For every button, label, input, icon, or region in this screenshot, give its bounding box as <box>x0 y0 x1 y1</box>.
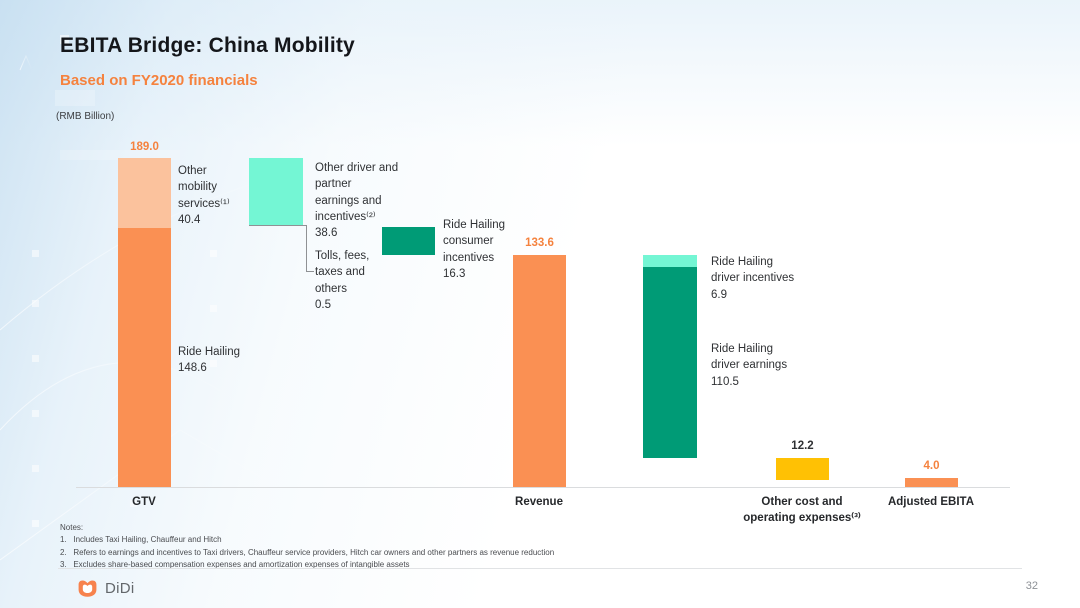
bar-gtv-other-mobility <box>118 158 171 228</box>
bar-consumer-incentives <box>382 227 435 255</box>
bar-revenue <box>513 255 566 487</box>
tolls-leader-hook <box>306 271 314 272</box>
footer-divider <box>58 568 1022 569</box>
note-1: 1. Includes Taxi Hailing, Chauffeur and … <box>60 535 222 545</box>
axis-label-adjusted-ebita: Adjusted EBITA <box>887 496 975 508</box>
background-chart-watermark <box>0 20 301 600</box>
brand-logo: DiDi <box>76 577 135 600</box>
tolls-leader-vertical <box>306 225 307 272</box>
revenue-value-label: 133.6 <box>525 237 554 249</box>
bar-adjusted-ebita <box>905 478 958 487</box>
label-consumer-incentives: Ride Hailing consumer incentives 16.3 <box>443 219 506 280</box>
opex-value-label: 12.2 <box>791 440 814 452</box>
page-subtitle: Based on FY2020 financials <box>60 72 258 89</box>
bar-driver-partner-earnings <box>249 158 303 225</box>
notes-heading: Notes: <box>60 523 84 532</box>
page-title: EBITA Bridge: China Mobility <box>60 34 355 57</box>
bar-gtv-ride-hailing <box>118 228 171 487</box>
bar-driver-incentives <box>643 255 697 267</box>
label-driver-incentives: Ride Hailing driver incentives 6.9 <box>711 256 795 301</box>
label-driver-partner-earnings: Other driver and partner earnings and in… <box>315 162 399 240</box>
axis-label-revenue: Revenue <box>515 496 563 508</box>
axis-label-gtv: GTV <box>132 496 156 508</box>
note-3: 3. Excludes share-based compensation exp… <box>60 560 410 570</box>
label-tolls-fees: Tolls, fees, taxes and others 0.5 <box>315 250 370 311</box>
label-ride-hailing: Ride Hailing 148.6 <box>178 346 241 375</box>
note-2: 2. Refers to earnings and incentives to … <box>60 547 555 557</box>
ebita-value-label: 4.0 <box>923 460 940 472</box>
brand-name: DiDi <box>105 580 135 597</box>
x-axis-line <box>76 487 1010 488</box>
bar-driver-earnings <box>643 267 697 458</box>
label-driver-earnings: Ride Hailing driver earnings 110.5 <box>711 343 788 388</box>
label-other-mobility-services: Other mobility services⁽¹⁾ 40.4 <box>178 165 230 226</box>
gtv-value-label: 189.0 <box>130 141 159 153</box>
tolls-leader-top <box>249 225 307 226</box>
page-number: 32 <box>1025 580 1038 592</box>
unit-label: (RMB Billion) <box>56 111 115 122</box>
didi-logo-icon <box>78 580 97 597</box>
axis-label-other-cost: Other cost and operating expenses⁽³⁾ <box>743 496 861 524</box>
notes-block: Notes: 1. Includes Taxi Hailing, Chauffe… <box>60 522 554 572</box>
bar-other-cost <box>776 458 829 480</box>
